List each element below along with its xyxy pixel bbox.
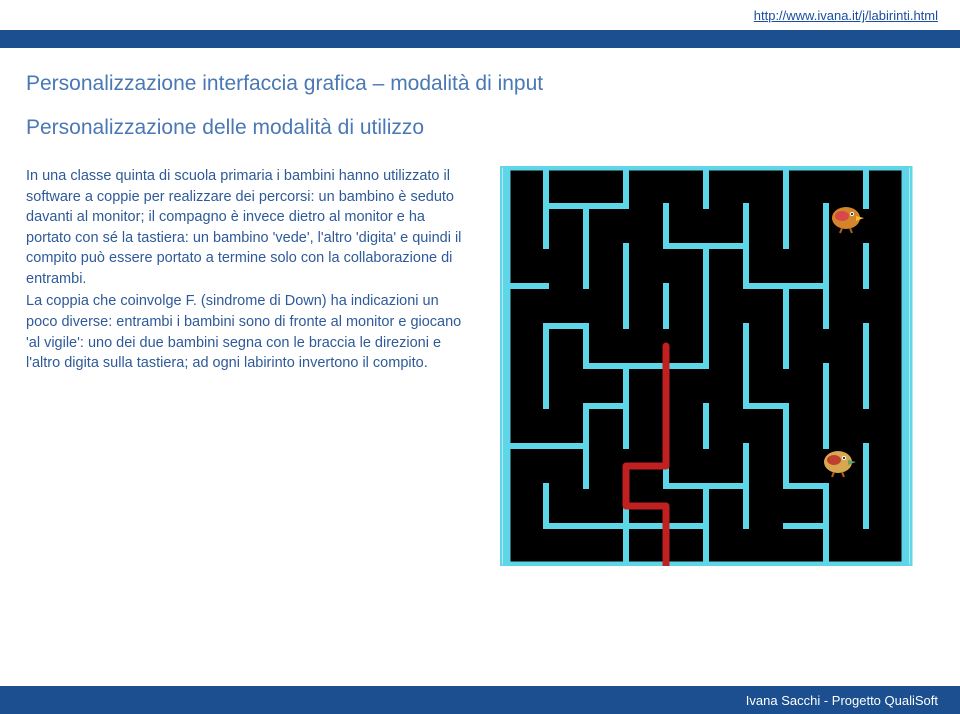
body-text-block: In una classe quinta di scuola primaria … xyxy=(26,166,466,566)
maze-svg xyxy=(500,166,920,566)
slide-content: Personalizzazione interfaccia grafica – … xyxy=(26,72,934,566)
paragraph-2: La coppia che coinvolge F. (sindrome di … xyxy=(26,291,466,373)
maze-illustration xyxy=(500,166,920,566)
body-row: In una classe quinta di scuola primaria … xyxy=(26,166,934,566)
url-link[interactable]: http://www.ivana.it/j/labirinti.html xyxy=(754,8,938,23)
paragraph-1: In una classe quinta di scuola primaria … xyxy=(26,166,466,289)
url-text: http://www.ivana.it/j/labirinti.html xyxy=(754,8,938,23)
header-stripe xyxy=(0,30,960,48)
title-secondary: Personalizzazione delle modalità di util… xyxy=(26,116,934,140)
footer-text: Ivana Sacchi - Progetto QualiSoft xyxy=(746,693,938,708)
title-primary: Personalizzazione interfaccia grafica – … xyxy=(26,72,934,96)
